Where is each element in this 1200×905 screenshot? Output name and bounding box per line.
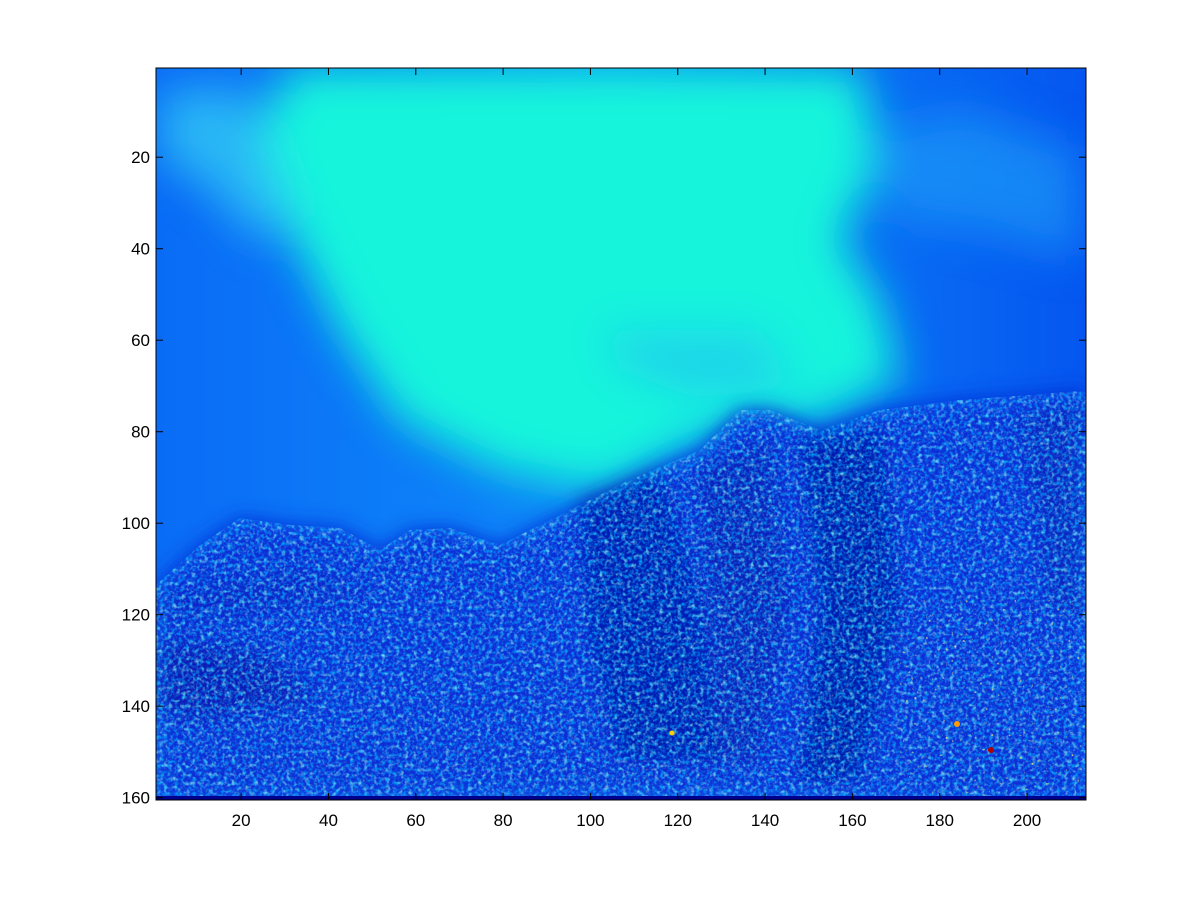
heatmap-image	[156, 68, 1086, 800]
x-tick-label: 200	[1013, 811, 1041, 830]
x-tick-label: 60	[406, 811, 425, 830]
x-tick-label: 180	[926, 811, 954, 830]
y-tick-label: 40	[131, 240, 150, 259]
x-tick-label: 40	[319, 811, 338, 830]
x-tick-label: 160	[838, 811, 866, 830]
y-tick-label: 80	[131, 423, 150, 442]
axes-frame	[155, 67, 1087, 801]
x-tick-label: 120	[664, 811, 692, 830]
x-tick-label: 100	[576, 811, 604, 830]
y-tick-label: 160	[122, 789, 150, 808]
y-axis: 20 40 60 80 100 120 140 160	[122, 148, 1086, 808]
x-tick-label: 20	[232, 811, 251, 830]
y-tick-label: 20	[131, 148, 150, 167]
y-tick-label: 60	[131, 331, 150, 350]
y-tick-label: 100	[122, 514, 150, 533]
x-axis: 20 40 60 80 100 120 140 160 180 200	[232, 68, 1041, 830]
y-tick-label: 140	[122, 697, 150, 716]
y-tick-label: 120	[122, 606, 150, 625]
x-tick-label: 140	[751, 811, 779, 830]
x-tick-label: 80	[494, 811, 513, 830]
